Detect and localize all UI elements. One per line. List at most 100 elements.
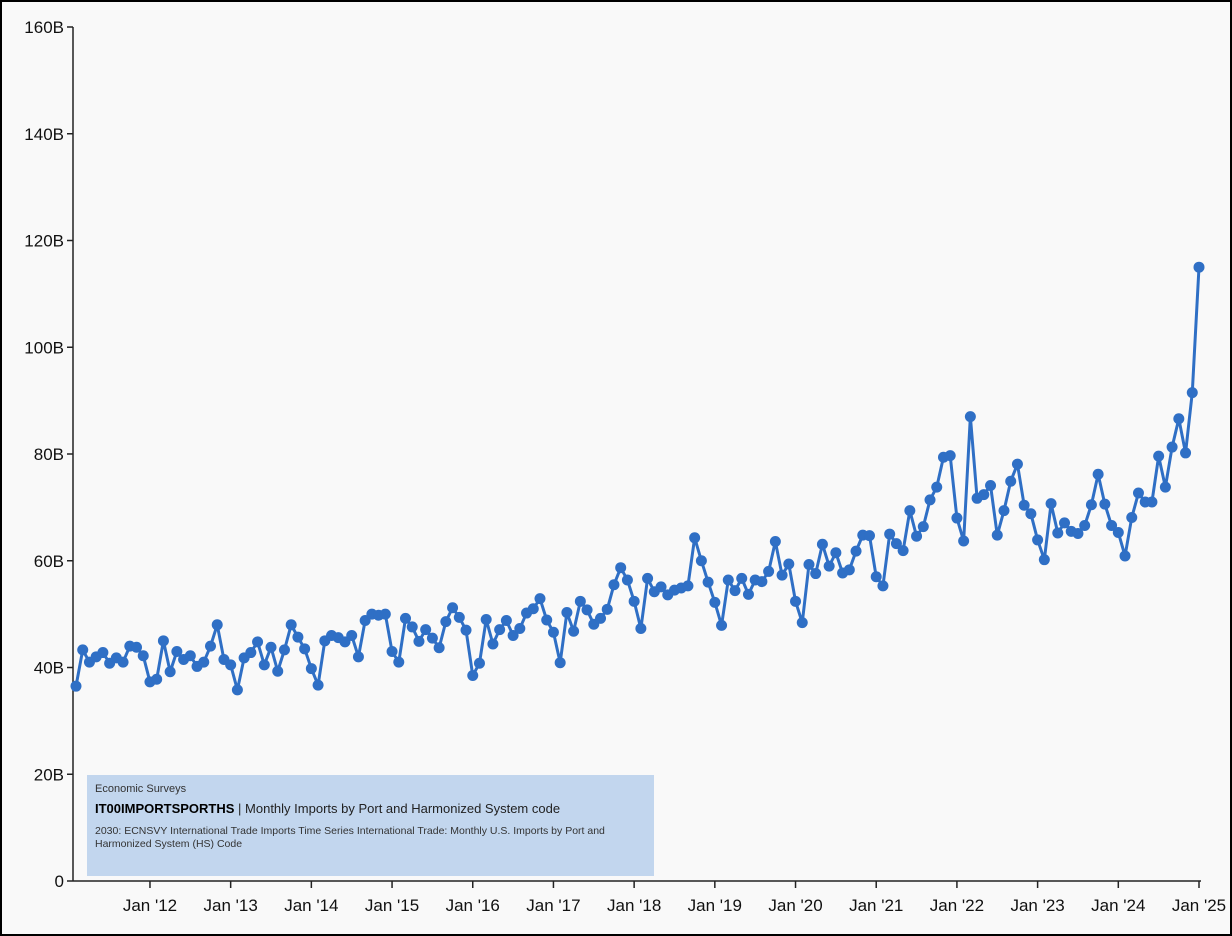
data-point — [1011, 458, 1023, 470]
data-point — [689, 532, 701, 544]
data-point — [151, 673, 163, 685]
data-point — [1092, 468, 1104, 480]
data-point — [742, 588, 754, 600]
data-point — [292, 631, 304, 643]
data-point — [413, 635, 425, 647]
y-tick-label: 80B — [34, 445, 64, 464]
data-point — [816, 538, 828, 550]
data-point — [870, 571, 882, 583]
data-point — [998, 505, 1010, 517]
data-point — [245, 647, 257, 659]
data-point — [97, 647, 109, 659]
data-point — [763, 565, 775, 577]
data-point — [494, 624, 506, 636]
data-point — [931, 481, 943, 493]
data-point — [507, 629, 519, 641]
data-point — [447, 602, 459, 614]
data-point — [1106, 520, 1118, 532]
data-point — [702, 576, 714, 588]
data-point — [379, 608, 391, 620]
y-tick-label: 120B — [24, 232, 64, 251]
data-point — [682, 580, 694, 592]
data-point — [460, 624, 472, 636]
data-point — [1159, 481, 1171, 493]
y-tick-label: 160B — [24, 18, 64, 37]
data-point — [924, 494, 936, 506]
y-tick-label: 100B — [24, 338, 64, 357]
data-point — [709, 596, 721, 608]
data-point — [951, 512, 963, 524]
data-point — [830, 547, 842, 559]
data-point — [823, 560, 835, 572]
data-point — [1166, 441, 1178, 453]
data-point — [1112, 526, 1124, 538]
data-point — [628, 595, 640, 607]
data-point — [1126, 512, 1138, 524]
x-tick-label: Jan '12 — [123, 896, 177, 915]
data-point — [642, 572, 654, 584]
data-point — [1079, 520, 1091, 532]
data-point — [312, 679, 324, 691]
data-point — [1153, 450, 1165, 462]
data-point — [406, 621, 418, 633]
data-point — [231, 684, 243, 696]
data-point — [265, 641, 277, 653]
data-point — [164, 666, 176, 678]
data-point — [877, 580, 889, 592]
data-point — [608, 579, 620, 591]
data-point — [783, 558, 795, 570]
data-point — [1119, 550, 1131, 562]
y-tick-label: 0 — [55, 872, 64, 891]
source-category: Economic Surveys — [95, 783, 187, 795]
data-point — [776, 569, 788, 581]
data-point — [1173, 413, 1185, 425]
x-tick-label: Jan '18 — [607, 896, 661, 915]
data-point — [904, 505, 916, 517]
data-point — [137, 650, 149, 662]
data-point — [500, 615, 512, 627]
data-point — [547, 626, 559, 638]
data-point — [803, 558, 815, 570]
x-tick-label: Jan '17 — [526, 896, 580, 915]
data-point — [695, 555, 707, 567]
data-point — [285, 619, 297, 631]
x-tick-label: Jan '25 — [1172, 896, 1226, 915]
data-point — [1193, 261, 1205, 273]
data-point — [601, 603, 613, 615]
data-point — [917, 521, 929, 533]
data-point — [978, 489, 990, 501]
x-tick-label: Jan '21 — [849, 896, 903, 915]
y-tick-label: 20B — [34, 765, 64, 784]
y-tick-label: 40B — [34, 659, 64, 678]
data-point — [850, 545, 862, 557]
data-point — [305, 663, 317, 675]
y-tick-label: 140B — [24, 125, 64, 144]
data-point — [796, 617, 808, 629]
data-point — [1059, 517, 1071, 529]
data-point — [1032, 534, 1044, 546]
data-point — [171, 645, 183, 657]
data-point — [621, 574, 633, 586]
data-point — [433, 642, 445, 654]
data-point — [393, 656, 405, 668]
data-point — [1099, 498, 1111, 510]
data-point — [884, 528, 896, 540]
data-point — [985, 479, 997, 491]
data-point — [897, 545, 909, 557]
x-tick-label: Jan '24 — [1091, 896, 1145, 915]
data-point — [635, 623, 647, 635]
data-point — [272, 665, 284, 677]
data-point — [131, 641, 143, 653]
data-point — [1038, 554, 1050, 566]
data-point — [1072, 528, 1084, 540]
x-tick-label: Jan '14 — [284, 896, 338, 915]
x-tick-label: Jan '20 — [768, 896, 822, 915]
data-point — [615, 562, 627, 574]
data-point — [736, 572, 748, 584]
data-point — [453, 611, 465, 623]
data-point — [204, 640, 216, 652]
data-point — [1186, 387, 1198, 399]
series-name: Monthly Imports by Port and Harmonized S… — [245, 801, 561, 816]
data-point — [211, 619, 223, 631]
